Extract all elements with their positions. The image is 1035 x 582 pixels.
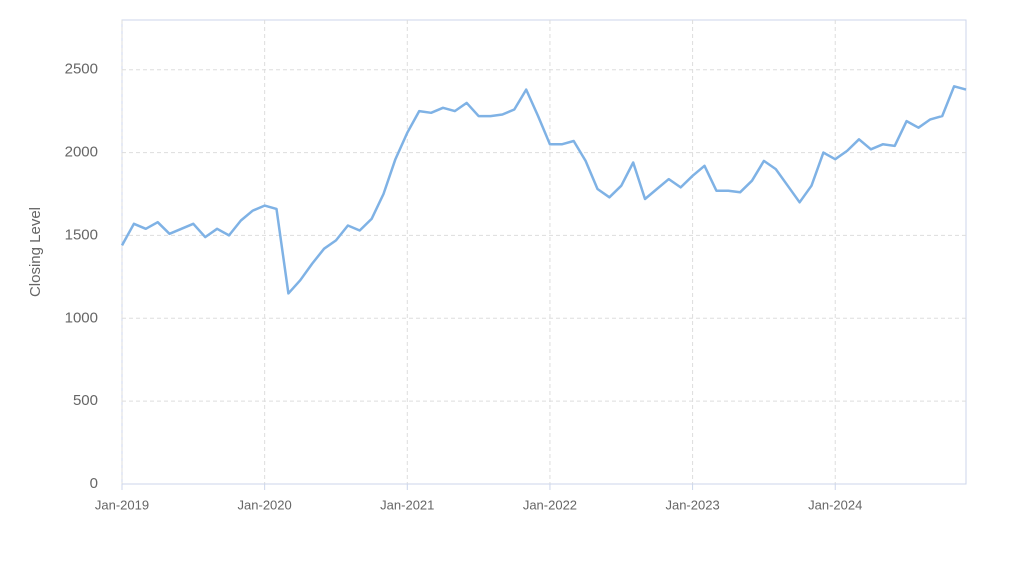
y-tick-label: 1500 [65,226,98,243]
x-tick-label: Jan-2022 [523,497,577,512]
y-axis-label: Closing Level [27,207,44,297]
y-tick-label: 1000 [65,309,98,326]
y-tick-label: 500 [73,392,98,409]
x-tick-label: Jan-2019 [95,497,149,512]
x-tick-label: Jan-2024 [808,497,862,512]
x-tick-label: Jan-2020 [238,497,292,512]
y-tick-label: 0 [90,475,98,492]
y-tick-label: 2500 [65,61,98,78]
plot-frame [121,19,967,485]
line-series [120,85,967,295]
x-tick-label: Jan-2021 [380,497,434,512]
y-tick-label: 2000 [65,144,98,161]
x-tick-label: Jan-2023 [665,497,719,512]
